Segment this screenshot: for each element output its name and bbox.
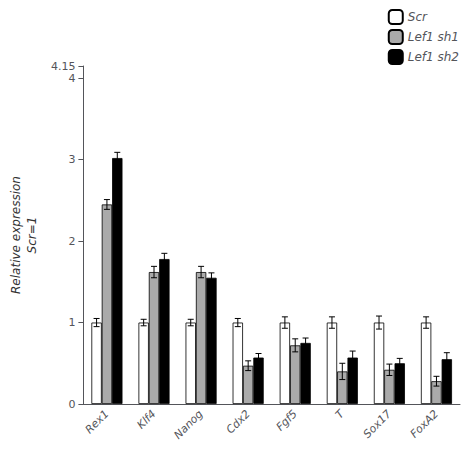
svg-text:Rex1: Rex1: [83, 407, 112, 436]
svg-text:Nanog: Nanog: [171, 407, 205, 441]
svg-text:Klf4: Klf4: [134, 407, 158, 431]
svg-text:2: 2: [68, 235, 75, 248]
svg-text:Sox17: Sox17: [361, 407, 394, 440]
svg-text:Fgf5: Fgf5: [274, 407, 300, 433]
svg-text:T: T: [333, 406, 348, 421]
svg-text:Cdx2: Cdx2: [224, 407, 253, 436]
svg-text:Scr: Scr: [408, 10, 428, 24]
svg-text:FoxA2: FoxA2: [408, 407, 441, 440]
svg-text:Lef1 sh2: Lef1 sh2: [408, 50, 459, 64]
svg-text:Lef1 sh1: Lef1 sh1: [408, 30, 459, 44]
svg-text:4: 4: [68, 72, 75, 85]
svg-text:3: 3: [68, 153, 75, 166]
svg-text:0: 0: [68, 398, 75, 411]
svg-text:Scr=1: Scr=1: [25, 217, 39, 254]
svg-text:1: 1: [68, 316, 75, 329]
svg-text:4.15: 4.15: [51, 60, 76, 73]
svg-text:Relative expression: Relative expression: [9, 176, 23, 294]
